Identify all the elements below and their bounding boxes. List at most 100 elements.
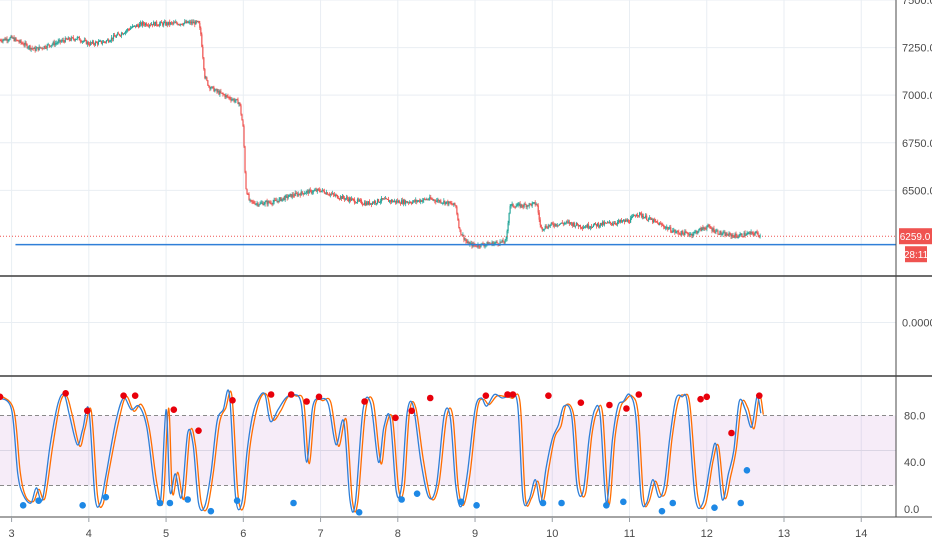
candle-body	[605, 222, 608, 224]
oversold-marker	[603, 502, 610, 509]
candle-body	[755, 231, 757, 234]
candle-body	[46, 44, 48, 49]
candle-body	[653, 219, 655, 223]
candle-body	[128, 29, 131, 31]
candle-body	[563, 223, 565, 225]
x-tick-label: 9	[472, 528, 478, 540]
oversold-marker	[156, 499, 164, 507]
candle-body	[219, 91, 221, 95]
candle-body	[518, 203, 520, 205]
candle-body	[386, 198, 389, 200]
candle-body	[536, 204, 538, 206]
candle-body	[350, 198, 353, 201]
candle-body	[100, 40, 103, 44]
candle-body	[663, 225, 665, 227]
candle-body	[643, 216, 645, 219]
candle-body	[120, 33, 123, 36]
candle-body	[347, 198, 350, 202]
candle-body	[732, 234, 734, 236]
candle-body	[103, 41, 106, 43]
candle-body	[565, 221, 567, 223]
candle-body	[25, 42, 27, 45]
candle-body	[66, 39, 68, 41]
candle-body	[590, 226, 593, 228]
candle-body	[304, 193, 306, 195]
candle-body	[184, 21, 186, 24]
candle-body	[467, 241, 469, 243]
candle-body	[405, 201, 407, 204]
candle-body	[338, 198, 340, 200]
candle-body	[397, 200, 399, 203]
candle-body	[296, 193, 298, 196]
candle-body	[346, 197, 349, 199]
candle-body	[360, 200, 363, 204]
candle-body	[48, 44, 50, 46]
candle-body	[273, 199, 275, 202]
candle-body	[433, 199, 435, 201]
candle-body	[124, 31, 127, 34]
candle-body	[267, 201, 269, 205]
candle-body	[344, 198, 347, 200]
candle-body	[668, 228, 670, 230]
candle-body	[554, 223, 556, 227]
candle-body	[670, 227, 672, 232]
candle-body	[528, 203, 530, 207]
candle-body	[636, 215, 638, 217]
candle-body	[749, 232, 751, 235]
oversold-marker	[19, 502, 27, 509]
candle-body	[659, 223, 661, 226]
candle-body	[736, 235, 738, 238]
candle-body	[156, 21, 158, 25]
candle-body	[185, 21, 187, 23]
candle-body	[294, 192, 296, 196]
candle-body	[24, 42, 26, 46]
candle-body	[399, 200, 401, 204]
candle-body	[232, 99, 234, 101]
candle-body	[716, 230, 718, 232]
candle-body	[135, 24, 138, 28]
candle-body	[401, 200, 403, 204]
candle-body	[212, 86, 214, 88]
candle-body	[158, 25, 160, 27]
candle-body	[139, 22, 142, 25]
candle-body	[408, 202, 410, 204]
candle-body	[107, 39, 110, 42]
candle-body	[251, 200, 253, 202]
candle-body	[417, 200, 419, 202]
candle-body	[213, 86, 215, 92]
candle-body	[444, 200, 446, 204]
candle-body	[174, 22, 176, 24]
candle-body	[40, 47, 42, 49]
candle-body	[644, 217, 646, 219]
candle-body	[64, 38, 66, 43]
candle-body	[392, 200, 394, 202]
candle-body	[478, 244, 480, 247]
candle-body	[177, 23, 179, 25]
candle-body	[434, 199, 436, 201]
candle-body	[564, 222, 566, 224]
candle-body	[599, 222, 602, 226]
candle-body	[616, 222, 619, 224]
candle-body	[677, 231, 679, 233]
candle-body	[12, 37, 14, 39]
candle-body	[378, 202, 381, 204]
candle-body	[297, 193, 299, 196]
candle-body	[464, 239, 466, 241]
candle-body	[113, 35, 116, 37]
candle-body	[56, 42, 58, 44]
candle-body	[753, 233, 755, 235]
overbought-marker	[635, 391, 643, 398]
candle-body	[299, 194, 301, 196]
candle-body	[258, 204, 260, 206]
candle-body	[384, 198, 387, 200]
candle-body	[503, 242, 505, 244]
candle-body	[327, 194, 329, 196]
price-candles	[0, 19, 761, 250]
candle-body	[429, 197, 431, 200]
oversold-marker	[233, 497, 241, 504]
candle-body	[26, 44, 28, 48]
candle-body	[420, 200, 422, 203]
candle-body	[452, 204, 454, 206]
